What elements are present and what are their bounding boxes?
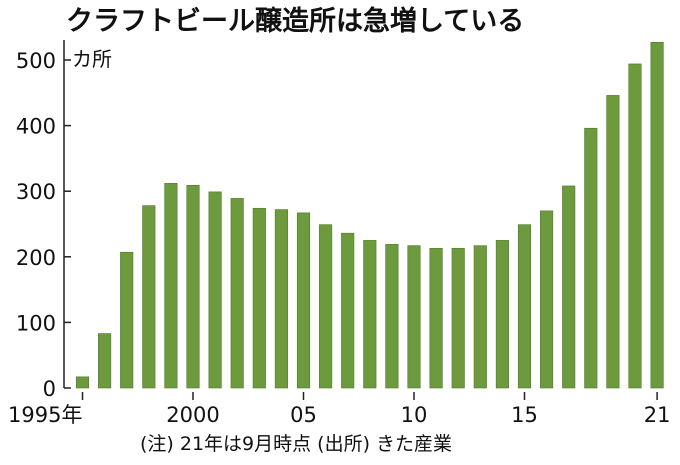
y-tick-label: 300 bbox=[16, 180, 56, 204]
bar-2005 bbox=[296, 212, 311, 389]
x-tick-label: 10 bbox=[401, 403, 428, 427]
bar-2004 bbox=[274, 209, 288, 389]
chart-title: クラフトビール醸造所は急増している bbox=[66, 5, 524, 37]
y-tick-label: 500 bbox=[16, 49, 56, 73]
source-note: (注) 21年は9月時点 (出所) きた産業 bbox=[140, 433, 452, 455]
y-tick-label: 100 bbox=[16, 311, 56, 335]
x-tick-label: 15 bbox=[511, 403, 538, 427]
bar-2019 bbox=[606, 95, 620, 389]
bar-2018 bbox=[584, 127, 598, 389]
bar-2010 bbox=[407, 245, 421, 389]
x-tick-label: 05 bbox=[290, 403, 317, 427]
bar-2003 bbox=[252, 207, 266, 389]
bar-1999 bbox=[164, 183, 178, 389]
bar-2011 bbox=[429, 247, 443, 389]
bar-2015 bbox=[517, 224, 532, 389]
unit-label: カ所 bbox=[72, 47, 112, 71]
bar-1997 bbox=[120, 251, 134, 389]
bar-2012 bbox=[451, 247, 465, 389]
bar-2007 bbox=[341, 232, 355, 389]
x-tick-label: 1995年 bbox=[8, 403, 82, 427]
bar-2020 bbox=[628, 63, 642, 389]
y-tick-label: 200 bbox=[16, 246, 56, 270]
bar-2017 bbox=[562, 185, 576, 389]
x-tick-label: 2000 bbox=[166, 403, 219, 427]
y-tick-label: 400 bbox=[16, 115, 56, 139]
bar-2002 bbox=[230, 198, 244, 389]
bar-2000 bbox=[186, 185, 200, 389]
bar-2021 bbox=[650, 41, 664, 389]
bar-1995 bbox=[75, 376, 90, 389]
bar-2008 bbox=[363, 240, 377, 389]
y-tick-label: 0 bbox=[43, 377, 56, 401]
bar-2013 bbox=[473, 245, 487, 389]
bar-1998 bbox=[142, 205, 156, 389]
bar-2006 bbox=[319, 224, 333, 389]
x-tick-label: 21 bbox=[644, 403, 671, 427]
bar-2009 bbox=[385, 244, 399, 389]
bar-2001 bbox=[208, 191, 222, 389]
bars bbox=[75, 41, 664, 389]
y-axis: 0 100 200 300 400 500 bbox=[16, 40, 71, 401]
x-axis: 1995年 2000 05 10 15 21 bbox=[8, 392, 670, 427]
bar-2016 bbox=[540, 210, 554, 389]
bar-2014 bbox=[495, 240, 509, 389]
bar-1996 bbox=[98, 333, 112, 389]
